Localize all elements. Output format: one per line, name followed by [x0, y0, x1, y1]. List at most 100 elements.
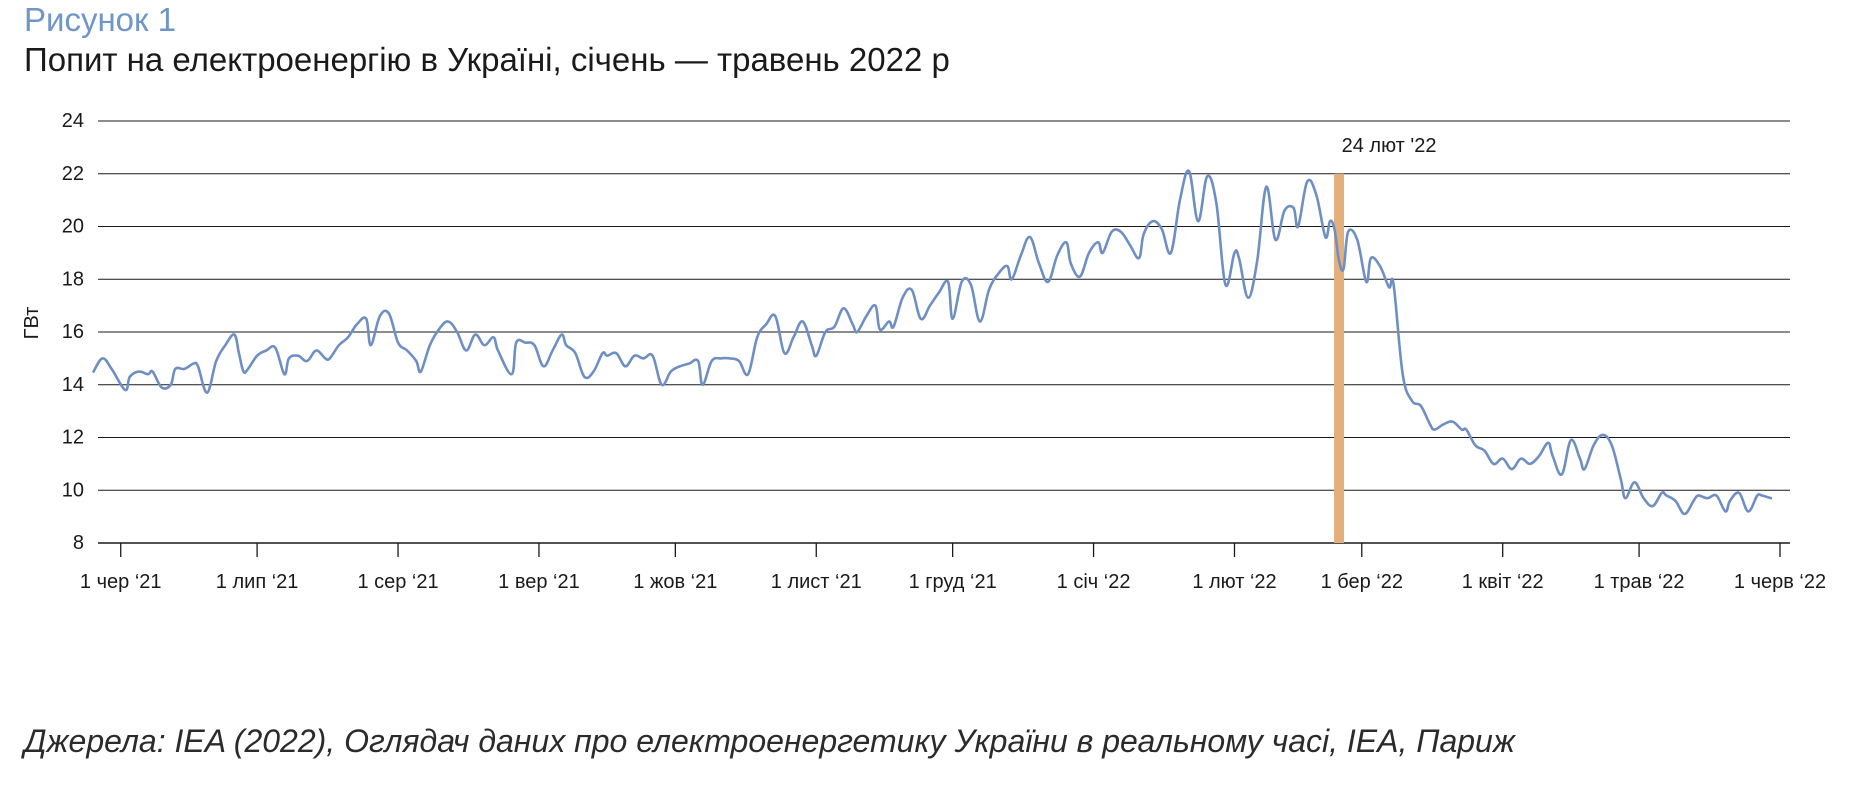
y-axis-ticks: 8 10 12 14 16 18 20 22 24 [62, 110, 84, 554]
data-point [765, 323, 767, 325]
data-point [1120, 231, 1122, 233]
data-point [1529, 463, 1531, 465]
y-tick-label: 16 [62, 321, 84, 343]
x-tick-label: 1 черв ‘22 [1734, 571, 1826, 593]
data-point [697, 360, 699, 362]
data-point [1483, 450, 1485, 452]
data-point [583, 376, 585, 378]
data-point [1715, 494, 1717, 496]
x-tick-label: 1 трав ‘22 [1594, 571, 1685, 593]
data-point [951, 318, 953, 320]
data-point [938, 291, 940, 293]
data-point [465, 349, 467, 351]
data-point [738, 360, 740, 362]
data-point [497, 349, 499, 351]
y-tick-label: 8 [73, 532, 84, 554]
data-point [624, 365, 626, 367]
data-point [306, 360, 308, 362]
data-point [756, 336, 758, 338]
data-point [347, 336, 349, 338]
data-point [515, 341, 517, 343]
data-point [1206, 175, 1208, 177]
data-point [592, 370, 594, 372]
y-tick-label: 12 [62, 427, 84, 449]
data-point [1433, 428, 1435, 430]
data-point [370, 344, 372, 346]
data-point [1756, 494, 1758, 496]
data-point [233, 333, 235, 335]
data-point [892, 326, 894, 328]
x-tick-label: 1 бер ‘22 [1321, 571, 1403, 593]
data-point [1511, 468, 1513, 470]
data-point [1006, 265, 1008, 267]
data-point [101, 357, 103, 359]
data-point [833, 326, 835, 328]
annotation-bar [1334, 173, 1345, 543]
data-point [865, 315, 867, 317]
data-point [1347, 231, 1349, 233]
data-point [1097, 241, 1099, 243]
data-point [1274, 239, 1276, 241]
data-point [1561, 473, 1563, 475]
data-point [242, 370, 244, 372]
data-point [388, 312, 390, 314]
data-point [1365, 281, 1367, 283]
series-line [92, 169, 1773, 516]
data-point [315, 349, 317, 351]
data-point [447, 320, 449, 322]
data-point [1324, 236, 1326, 238]
data-point [1256, 260, 1258, 262]
data-point [1392, 283, 1394, 285]
x-tick-label: 1 груд ‘21 [909, 571, 997, 593]
data-point [1547, 442, 1549, 444]
data-point [1292, 207, 1294, 209]
data-point [561, 333, 563, 335]
data-point [1761, 494, 1763, 496]
x-tick-label: 1 чер ‘21 [80, 571, 162, 593]
data-point [1552, 455, 1554, 457]
y-tick-label: 18 [62, 268, 84, 290]
data-point [483, 344, 485, 346]
data-point [1065, 241, 1067, 243]
data-point [1665, 494, 1667, 496]
figure-label: Рисунок 1 [24, 1, 176, 38]
data-point [1224, 283, 1226, 285]
data-point [551, 349, 553, 351]
data-point [920, 318, 922, 320]
data-point [851, 323, 853, 325]
data-point [929, 304, 931, 306]
data-point [711, 360, 713, 362]
data-point [574, 352, 576, 354]
data-point [1674, 500, 1676, 502]
data-point [542, 365, 544, 367]
data-point [1747, 510, 1749, 512]
y-tick-label: 20 [62, 216, 84, 238]
data-point [1652, 505, 1654, 507]
data-point [1583, 468, 1585, 470]
data-point [651, 355, 653, 357]
data-point [774, 315, 776, 317]
data-point [1338, 260, 1340, 262]
data-point [633, 355, 635, 357]
data-point [206, 392, 208, 394]
data-point [124, 389, 126, 391]
data-point [147, 373, 149, 375]
data-point [215, 360, 217, 362]
y-axis-label: ГВт [21, 307, 43, 340]
data-point [324, 357, 326, 359]
data-point [1692, 500, 1694, 502]
data-point [1465, 428, 1467, 430]
data-point [1152, 220, 1154, 222]
y-tick-label: 24 [62, 110, 84, 132]
data-point [729, 357, 731, 359]
data-point [720, 357, 722, 359]
data-point [1492, 463, 1494, 465]
data-point [1265, 186, 1267, 188]
data-point [224, 344, 226, 346]
data-point [192, 362, 194, 364]
data-point [274, 347, 276, 349]
source-note: Джерела: IEA (2022), Оглядач даних про е… [24, 723, 1515, 759]
data-point [1356, 239, 1358, 241]
data-point [183, 368, 185, 370]
data-point [1388, 286, 1390, 288]
